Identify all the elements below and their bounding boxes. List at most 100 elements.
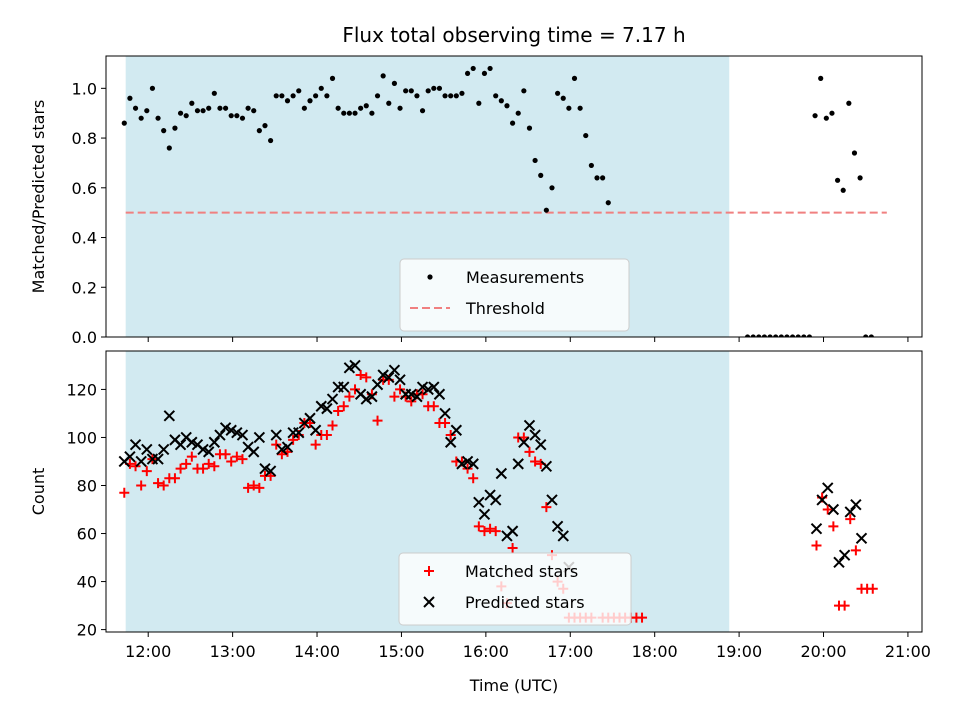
legend-label: Matched stars xyxy=(465,562,578,581)
data-point xyxy=(130,461,141,472)
data-point xyxy=(419,108,426,114)
legend-label: Measurements xyxy=(466,268,584,287)
data-point xyxy=(181,458,192,469)
data-point xyxy=(208,436,221,448)
data-point xyxy=(868,334,874,337)
data-point xyxy=(273,93,279,99)
data-point xyxy=(467,458,479,470)
data-point xyxy=(243,482,254,493)
data-point xyxy=(132,105,139,111)
data-point xyxy=(828,521,839,532)
legend: Matched stars Predicted stars xyxy=(398,552,632,626)
data-point xyxy=(141,466,152,477)
data-point xyxy=(256,128,262,134)
data-point xyxy=(530,456,541,467)
data-point xyxy=(391,80,398,86)
data-point xyxy=(470,65,476,72)
data-point xyxy=(307,98,313,104)
data-point xyxy=(237,454,248,465)
data-point xyxy=(380,73,386,79)
data-point xyxy=(395,384,406,395)
data-point xyxy=(305,418,315,429)
x-tick-label: 16:00 xyxy=(463,642,509,661)
data-point xyxy=(504,103,510,109)
y-tick-label: 0.2 xyxy=(72,278,97,297)
data-point xyxy=(326,393,339,405)
data-point xyxy=(129,438,142,451)
data-point xyxy=(358,105,364,111)
data-point xyxy=(271,439,282,450)
data-point xyxy=(310,439,321,450)
data-point xyxy=(529,429,541,441)
data-point xyxy=(756,334,762,337)
data-point xyxy=(436,85,443,91)
data-point xyxy=(163,410,176,422)
data-point xyxy=(406,396,417,407)
data-point xyxy=(850,545,861,556)
data-point xyxy=(327,420,338,431)
data-point xyxy=(789,334,796,337)
x-tick-label: 18:00 xyxy=(632,642,678,661)
x-tick-label: 20:00 xyxy=(800,642,846,661)
data-point xyxy=(304,412,316,424)
data-point xyxy=(301,105,307,111)
data-point xyxy=(200,108,206,114)
data-point xyxy=(594,175,600,181)
data-point xyxy=(333,406,344,417)
data-point xyxy=(279,93,285,99)
data-point xyxy=(498,98,504,104)
data-point xyxy=(321,430,332,441)
data-point xyxy=(281,441,294,453)
data-point xyxy=(425,88,431,94)
data-point xyxy=(341,110,347,116)
y-tick-label: 20 xyxy=(77,621,97,640)
data-point xyxy=(228,113,234,119)
data-point xyxy=(459,90,465,96)
data-point xyxy=(490,526,501,537)
data-point xyxy=(372,415,383,426)
data-point xyxy=(468,473,479,484)
data-point xyxy=(338,401,349,412)
data-point xyxy=(264,465,277,477)
data-point xyxy=(220,449,231,460)
data-point xyxy=(172,125,178,131)
data-point xyxy=(549,185,555,191)
data-point xyxy=(149,85,156,91)
data-point xyxy=(773,334,779,337)
data-point xyxy=(851,150,858,156)
data-point xyxy=(439,407,451,420)
data-point xyxy=(344,391,355,402)
data-point xyxy=(493,93,499,99)
data-point xyxy=(844,506,856,518)
legend-marker-predicted xyxy=(423,596,435,608)
data-point xyxy=(540,460,553,472)
data-point xyxy=(135,455,147,468)
plot-area xyxy=(121,65,887,337)
data-point xyxy=(818,75,824,81)
data-point xyxy=(829,110,835,116)
data-point xyxy=(523,419,536,432)
data-point xyxy=(318,85,324,91)
data-point xyxy=(231,451,242,462)
x-tick-label: 12:00 xyxy=(125,642,171,661)
data-point xyxy=(239,115,246,121)
y-tick-label: 0.0 xyxy=(72,328,97,347)
data-point xyxy=(857,175,863,181)
data-point xyxy=(152,453,164,465)
data-point xyxy=(588,162,594,169)
data-point xyxy=(490,494,502,506)
data-point xyxy=(485,523,496,534)
data-point xyxy=(313,93,319,99)
data-point xyxy=(309,424,322,436)
legend-marker-matched xyxy=(424,566,434,576)
data-point xyxy=(506,525,519,537)
data-point xyxy=(445,430,456,441)
axes-frame xyxy=(105,350,923,633)
data-point xyxy=(518,436,530,448)
data-point xyxy=(571,75,578,81)
data-point xyxy=(560,95,566,101)
data-point xyxy=(183,113,189,119)
data-point xyxy=(155,115,161,121)
axes-frame xyxy=(105,55,923,338)
data-point xyxy=(363,103,369,109)
